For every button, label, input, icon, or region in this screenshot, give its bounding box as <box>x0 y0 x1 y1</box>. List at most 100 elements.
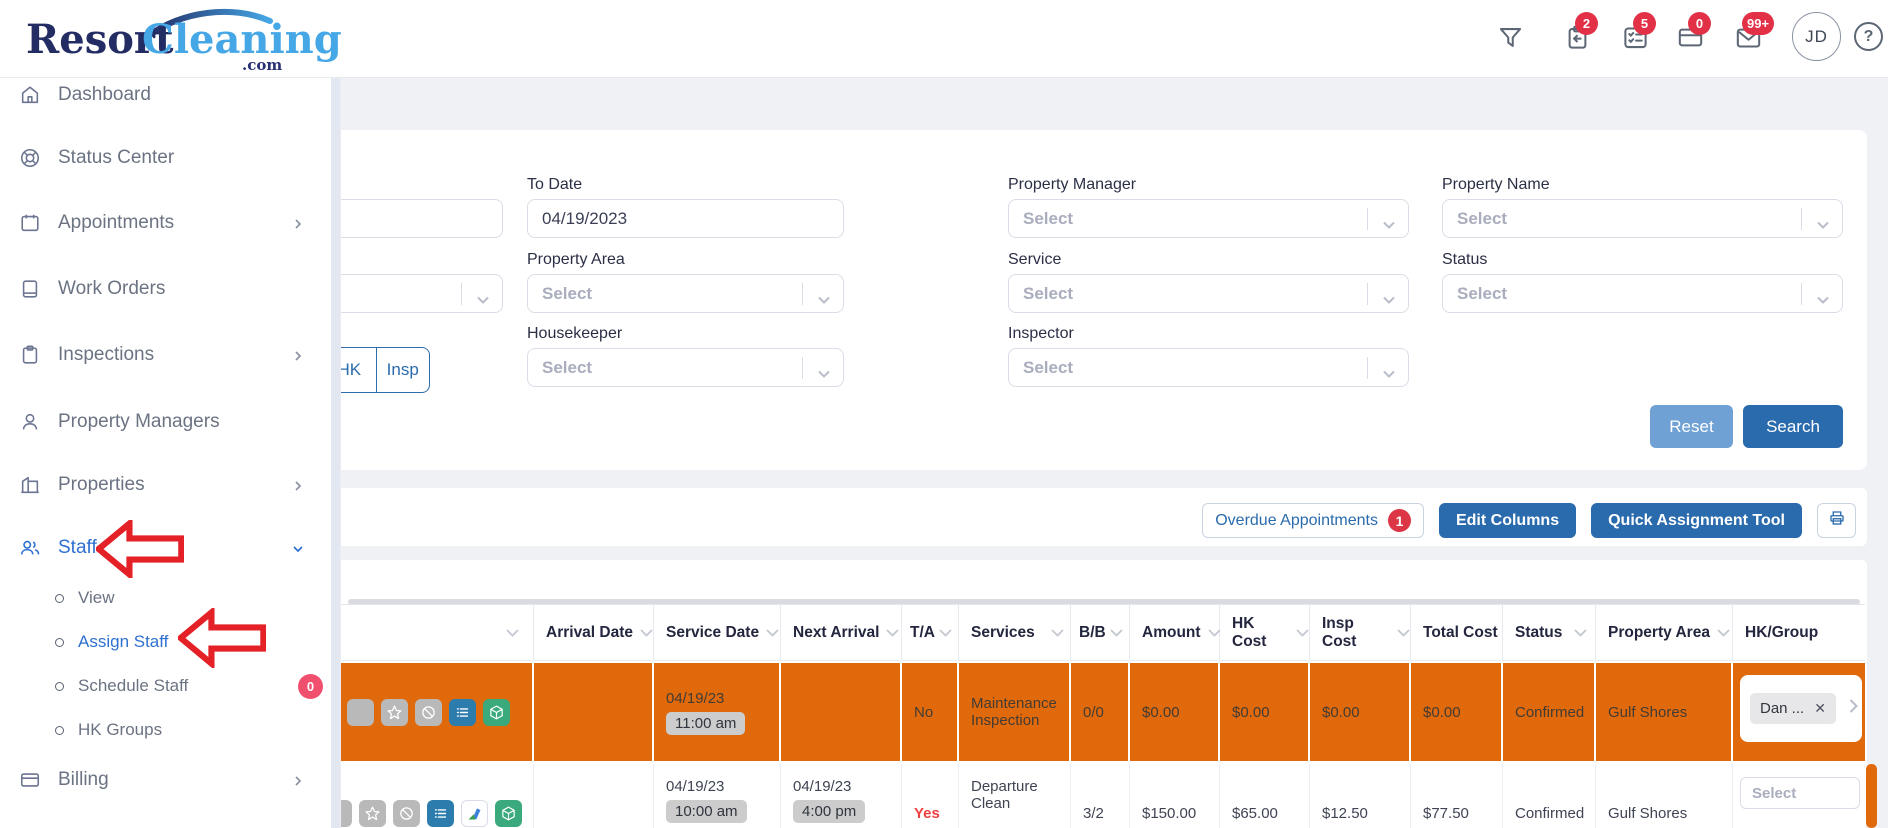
sort-chevron-icon[interactable] <box>1296 624 1309 642</box>
sort-chevron-icon[interactable] <box>1051 624 1064 642</box>
select-placeholder: Select <box>542 283 593 303</box>
sort-chevron-icon[interactable] <box>1110 624 1123 642</box>
column-header-status[interactable]: Status <box>1503 605 1596 660</box>
housekeeper-select[interactable]: Select <box>527 348 844 387</box>
service-date-value: 04/19/23 <box>666 689 725 707</box>
status-select[interactable]: Select <box>1442 274 1843 313</box>
column-header-ta[interactable]: T/A <box>902 605 959 660</box>
sidebar-item-appointments[interactable]: Appointments <box>0 206 330 240</box>
column-header-actions[interactable] <box>240 605 534 660</box>
sidebar-item-billing[interactable]: Billing <box>0 763 330 797</box>
action-button[interactable] <box>347 698 374 726</box>
status-value: Confirmed <box>1515 804 1585 822</box>
billing-icon[interactable]: 0 <box>1672 12 1711 56</box>
star-button[interactable] <box>359 799 386 827</box>
column-header-hk-cost[interactable]: HK Cost <box>1220 605 1310 660</box>
cell-total-cost: $0.00 <box>1411 663 1503 761</box>
hk-group-multiselect[interactable]: Dan ... ✕ <box>1740 675 1862 742</box>
column-label: HK/Group <box>1745 623 1819 641</box>
sort-chevron-icon[interactable] <box>886 624 900 642</box>
logo-text-cleaning: Cleaning <box>142 16 342 63</box>
sidebar-subitem-label: View <box>78 588 115 607</box>
column-header-hk-group[interactable]: HK/Group <box>1733 605 1865 660</box>
column-header-next-arrival[interactable]: Next Arrival <box>781 605 902 660</box>
sort-chevron-icon[interactable] <box>1207 624 1221 642</box>
property-area-select[interactable]: Select <box>527 274 844 313</box>
property-name-label: Property Name <box>1442 176 1550 193</box>
hk-group-select[interactable]: Select <box>1740 777 1860 809</box>
column-header-arrival-date[interactable]: Arrival Date <box>534 605 654 660</box>
column-header-amount[interactable]: Amount <box>1130 605 1221 660</box>
filter-icon[interactable] <box>1492 20 1528 56</box>
sort-chevron-icon[interactable] <box>1717 624 1730 642</box>
help-icon[interactable]: ? <box>1854 22 1883 51</box>
toggle-hk[interactable]: HK <box>337 360 362 379</box>
chip-remove-icon[interactable]: ✕ <box>1814 700 1826 716</box>
sidebar-item-inspections[interactable]: Inspections <box>0 338 330 372</box>
column-header-service-date[interactable]: Service Date <box>654 605 781 660</box>
avatar[interactable]: JD <box>1792 12 1841 61</box>
package-button[interactable] <box>483 698 510 726</box>
edit-columns-button[interactable]: Edit Columns <box>1438 503 1577 538</box>
hk-group-chip-label: Dan ... <box>1760 700 1805 717</box>
table-horizontal-scrollbar[interactable] <box>348 599 1860 605</box>
package-button[interactable] <box>495 799 522 827</box>
hk-group-chip: Dan ... ✕ <box>1750 693 1836 724</box>
sort-chevron-icon[interactable] <box>1397 624 1410 642</box>
star-button[interactable] <box>381 698 408 726</box>
chevron-down-icon <box>1383 291 1395 309</box>
sidebar: Dashboard Status Center Appointments Wor… <box>0 78 341 828</box>
table-row[interactable]: 04/19/23 10:00 am 04/19/23 4:00 pm Yes D… <box>240 764 1865 828</box>
sidebar-item-staff[interactable]: Staff <box>0 531 330 565</box>
toggle-insp[interactable]: Insp <box>375 348 430 392</box>
table-row[interactable]: 04/19/23 11:00 am No Maintenance Inspect… <box>240 663 1865 761</box>
mail-icon[interactable]: 99+ <box>1730 12 1775 56</box>
sort-chevron-icon[interactable] <box>766 624 779 642</box>
list-button[interactable] <box>449 698 476 726</box>
sidebar-subitem-assign-staff[interactable]: Assign Staff <box>0 627 330 657</box>
building-icon <box>19 474 41 496</box>
sidebar-subitem-schedule-staff[interactable]: Schedule Staff 0 <box>0 671 330 701</box>
ban-button[interactable] <box>393 799 420 827</box>
overdue-appointments-button[interactable]: Overdue Appointments 1 <box>1202 503 1424 538</box>
search-button[interactable]: Search <box>1743 405 1843 448</box>
partner-logo-button[interactable] <box>461 799 488 827</box>
sort-chevron-icon[interactable] <box>939 624 952 642</box>
sidebar-item-properties[interactable]: Properties <box>0 468 330 502</box>
inspector-select[interactable]: Select <box>1008 348 1409 387</box>
work-orders-icon[interactable]: 2 <box>1559 12 1598 56</box>
sidebar-scrollbar[interactable] <box>331 78 340 828</box>
cell-status: Confirmed <box>1503 663 1596 761</box>
sidebar-subitem-hk-groups[interactable]: HK Groups <box>0 715 330 745</box>
sidebar-item-status-center[interactable]: Status Center <box>0 141 330 175</box>
property-name-select[interactable]: Select <box>1442 199 1843 238</box>
list-button[interactable] <box>427 799 454 827</box>
select-divider <box>1367 283 1368 305</box>
sort-chevron-icon[interactable] <box>1574 624 1587 642</box>
service-select[interactable]: Select <box>1008 274 1409 313</box>
column-header-bb[interactable]: B/B <box>1071 605 1130 660</box>
sidebar-item-label: Dashboard <box>58 84 151 105</box>
ban-button[interactable] <box>415 698 442 726</box>
sidebar-item-property-managers[interactable]: Property Managers <box>0 405 330 439</box>
tasks-icon[interactable]: 5 <box>1617 12 1656 56</box>
sidebar-subitem-view[interactable]: View <box>0 583 330 613</box>
sort-chevron-icon[interactable] <box>640 624 653 642</box>
to-date-input[interactable] <box>527 199 844 238</box>
print-button[interactable] <box>1817 503 1856 538</box>
property-manager-select[interactable]: Select <box>1008 199 1409 238</box>
quick-assignment-tool-button[interactable]: Quick Assignment Tool <box>1591 503 1802 538</box>
sidebar-item-dashboard[interactable]: Dashboard <box>0 78 330 112</box>
sort-chevron-icon[interactable] <box>506 624 519 642</box>
column-header-services[interactable]: Services <box>959 605 1071 660</box>
next-arrival-value: 04/19/23 <box>793 778 852 795</box>
sidebar-item-work-orders[interactable]: Work Orders <box>0 272 330 306</box>
column-header-property-area[interactable]: Property Area <box>1596 605 1733 660</box>
column-header-insp-cost[interactable]: Insp Cost <box>1310 605 1411 660</box>
chevron-right-icon[interactable] <box>1849 699 1858 718</box>
reset-button[interactable]: Reset <box>1650 405 1733 448</box>
schedule-staff-badge: 0 <box>298 673 323 699</box>
column-header-total-cost[interactable]: Total Cost <box>1411 605 1503 660</box>
resortcleaning-logo[interactable]: Resort Cleaning .com <box>26 6 342 74</box>
chevron-down-icon <box>1383 216 1395 234</box>
